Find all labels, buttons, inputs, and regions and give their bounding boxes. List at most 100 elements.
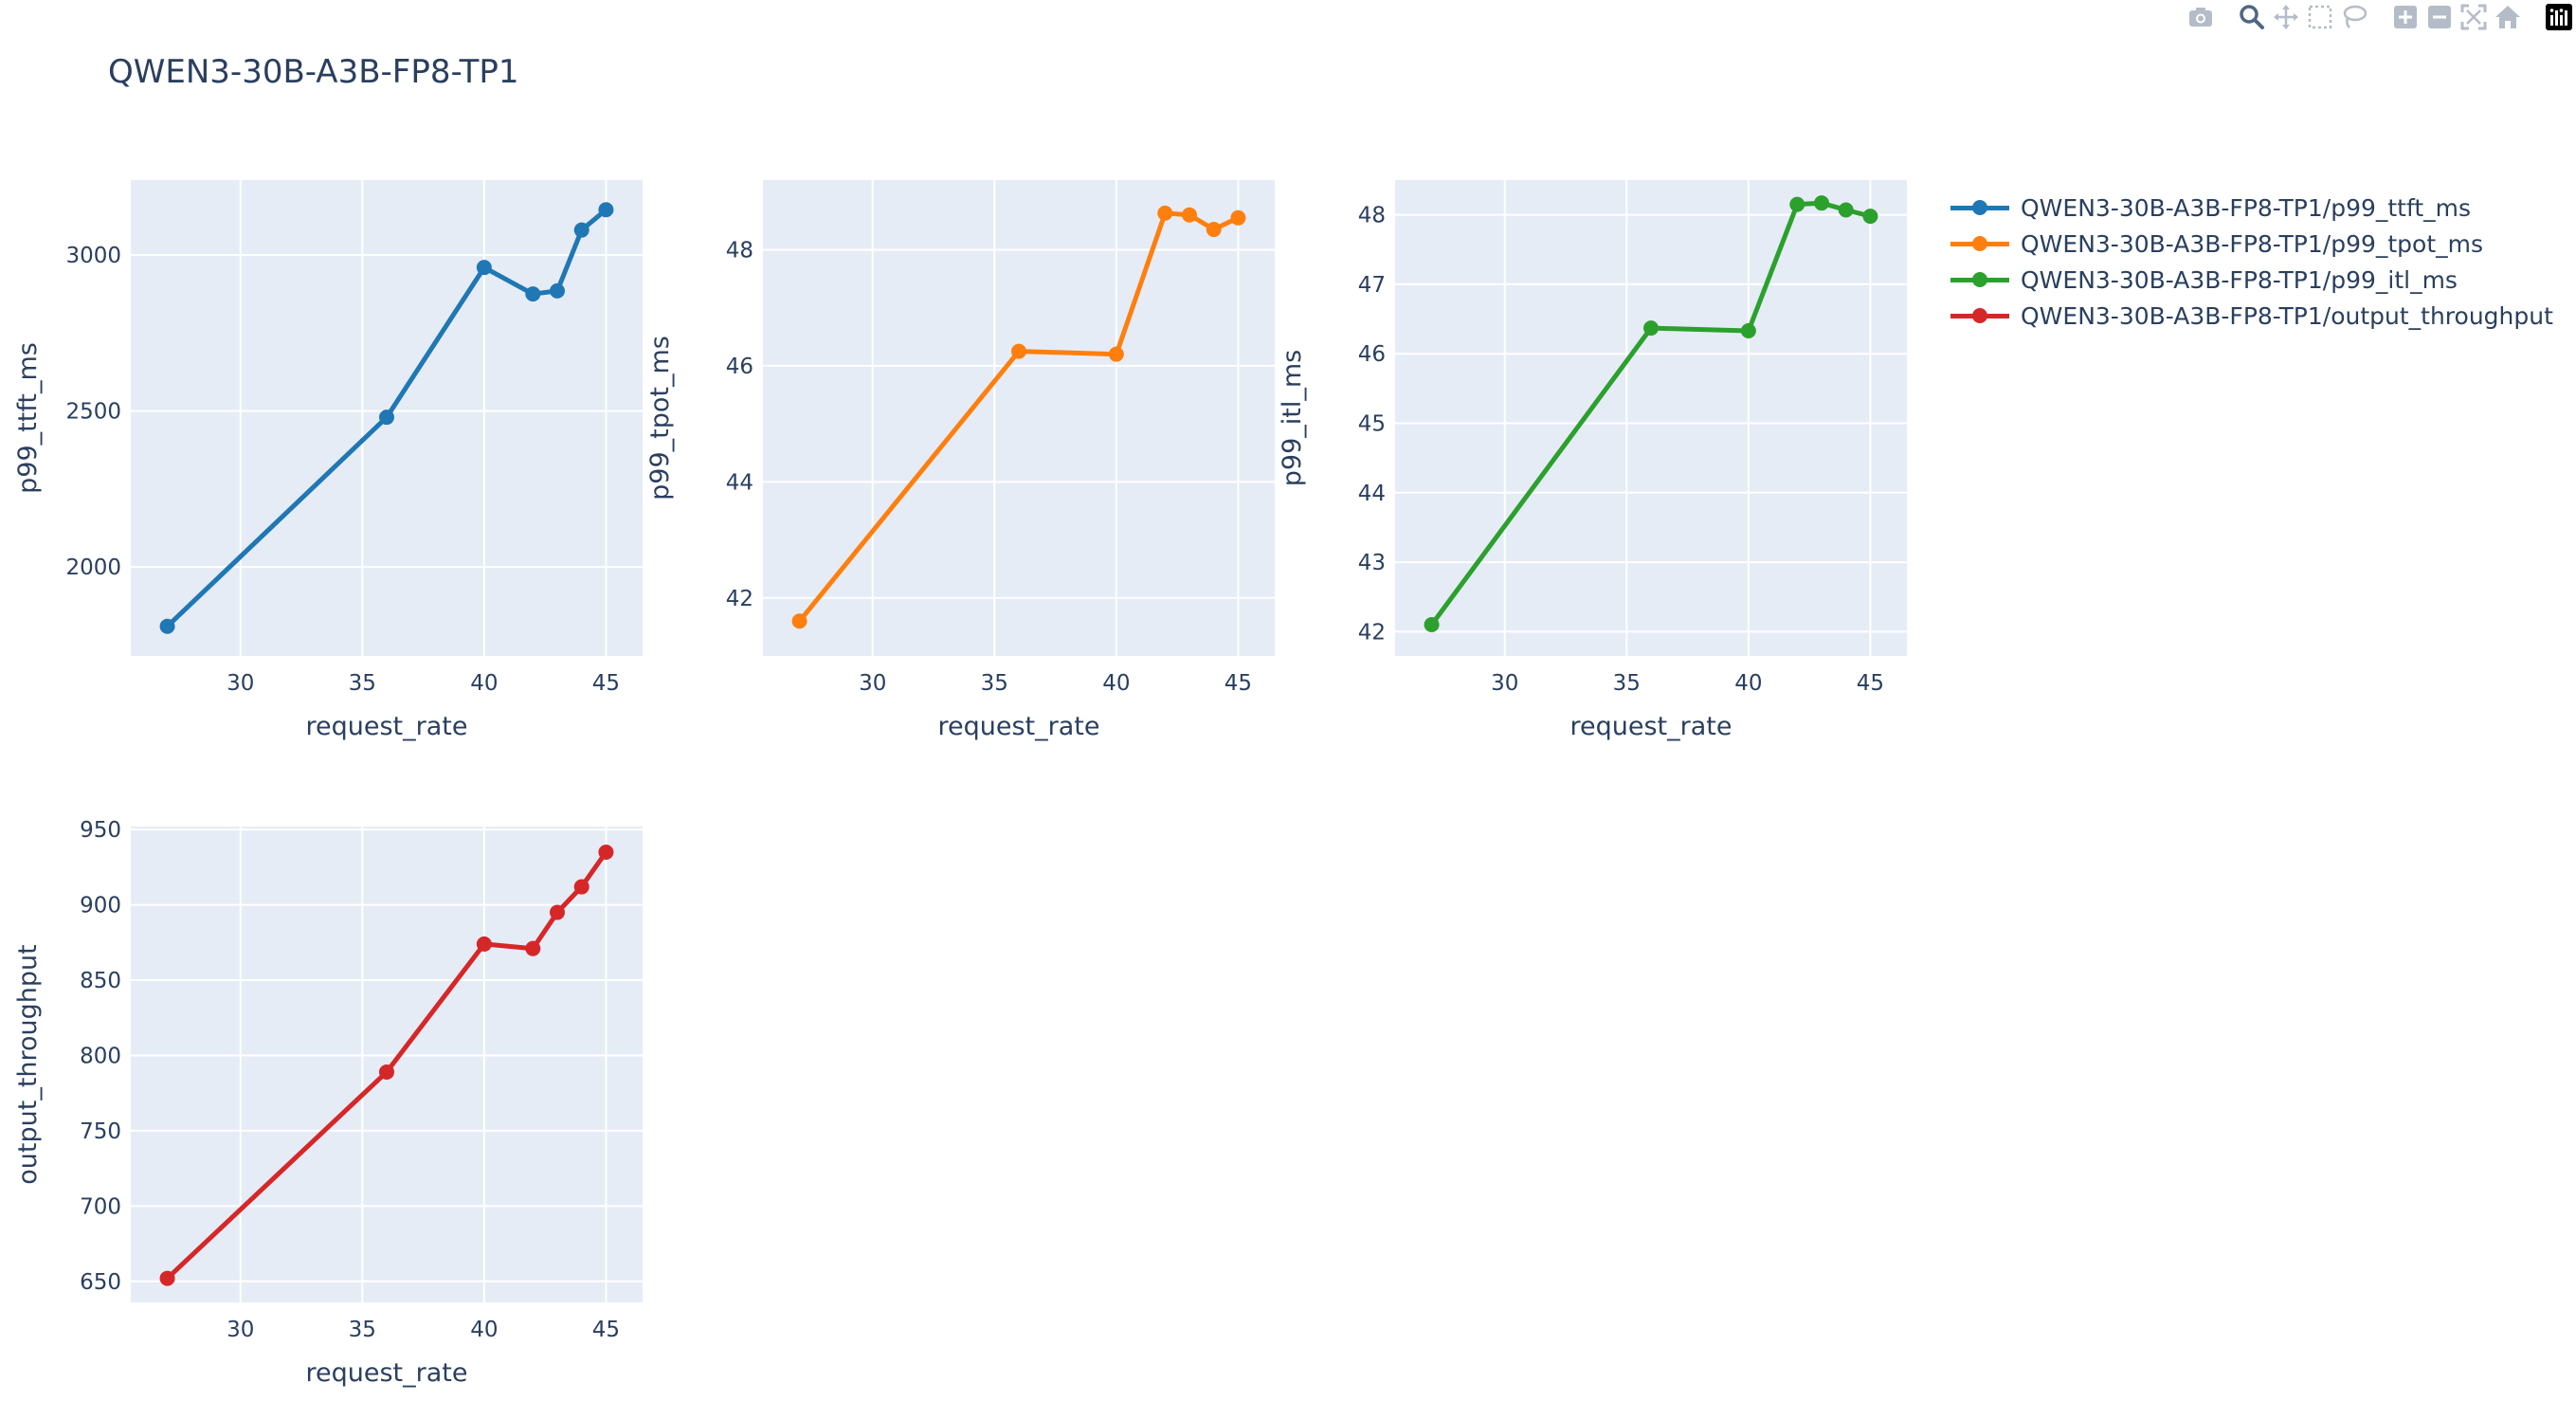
y-tick-label: 44: [1358, 482, 1386, 506]
data-point[interactable]: [573, 879, 590, 895]
data-point[interactable]: [379, 1064, 394, 1080]
data-point[interactable]: [1011, 343, 1026, 359]
data-point[interactable]: [1862, 209, 1878, 225]
data-point[interactable]: [1740, 323, 1756, 339]
y-tick-label: 42: [726, 587, 753, 611]
y-tick-label: 42: [1358, 620, 1386, 645]
y-tick-label: 2000: [65, 555, 121, 580]
data-point[interactable]: [159, 1270, 175, 1286]
data-point[interactable]: [159, 618, 175, 634]
plot-area[interactable]: [1395, 180, 1907, 656]
data-point[interactable]: [1182, 207, 1197, 223]
reset-axes-button[interactable]: [2491, 0, 2525, 34]
camera-icon: [2189, 8, 2212, 27]
zoom-in-icon: [2394, 6, 2417, 28]
x-tick-label: 30: [227, 1318, 254, 1342]
x-tick-label: 35: [349, 671, 376, 696]
camera-button[interactable]: [2184, 0, 2218, 34]
x-tick-label: 30: [227, 671, 254, 696]
x-tick-label: 45: [592, 1318, 620, 1342]
y-tick-label: 48: [1358, 204, 1386, 228]
y-axis-title: p99_itl_ms: [1278, 350, 1307, 486]
x-tick-label: 35: [981, 671, 1008, 696]
data-point[interactable]: [525, 286, 541, 302]
y-axis-title: output_throughput: [13, 944, 43, 1184]
legend-swatch: [1950, 234, 2009, 253]
data-point[interactable]: [476, 260, 492, 276]
legend-item[interactable]: QWEN3-30B-A3B-FP8-TP1/p99_itl_ms: [1950, 262, 2553, 298]
box-select-button[interactable]: [2303, 0, 2337, 34]
reset-axes-icon: [2495, 6, 2520, 28]
legend-item[interactable]: QWEN3-30B-A3B-FP8-TP1/p99_ttft_ms: [1950, 190, 2553, 226]
x-tick-label: 35: [349, 1318, 376, 1342]
x-tick-label: 35: [1613, 671, 1641, 696]
page-title: QWEN3-30B-A3B-FP8-TP1: [108, 53, 519, 91]
subplot-2: 30 35 40 45 42 44 46 48 request_rate p99_tpot_ms: [645, 180, 1275, 741]
data-point[interactable]: [1643, 320, 1659, 337]
legend-item[interactable]: QWEN3-30B-A3B-FP8-TP1/output_throughput: [1950, 298, 2553, 334]
autoscale-button[interactable]: [2457, 0, 2491, 34]
y-tick-label: 900: [80, 894, 121, 919]
plot-area[interactable]: [763, 180, 1275, 656]
legend-swatch: [1950, 270, 2009, 289]
x-axis-title: request_rate: [1570, 712, 1732, 741]
x-axis-title: request_rate: [306, 712, 468, 741]
x-tick-label: 40: [470, 1318, 498, 1342]
autoscale-icon: [2460, 4, 2487, 30]
pan-icon: [2274, 5, 2298, 29]
data-point[interactable]: [1206, 222, 1222, 238]
x-tick-label: 45: [592, 671, 620, 696]
y-tick-label: 46: [726, 355, 753, 379]
legend-label: QWEN3-30B-A3B-FP8-TP1/p99_itl_ms: [2021, 265, 2458, 294]
subplot-4: 30 35 40 45 650 700 750 800 850 900 950 request_rat…: [13, 818, 643, 1388]
y-tick-label: 3000: [65, 244, 121, 268]
data-point[interactable]: [791, 613, 807, 629]
data-point[interactable]: [1789, 196, 1805, 212]
x-tick-label: 30: [859, 671, 886, 696]
y-tick-label: 45: [1358, 411, 1386, 436]
data-point[interactable]: [525, 940, 541, 956]
legend: QWEN3-30B-A3B-FP8-TP1/p99_ttft_ms QWEN3-3…: [1950, 190, 2553, 334]
y-tick-label: 47: [1358, 273, 1386, 298]
y-axis-title: p99_ttft_ms: [13, 342, 43, 494]
x-tick-label: 30: [1491, 671, 1518, 696]
data-point[interactable]: [1814, 195, 1829, 211]
pan-button[interactable]: [2269, 0, 2303, 34]
data-point[interactable]: [598, 845, 614, 861]
zoom-button[interactable]: [2235, 0, 2269, 34]
zoom-in-button[interactable]: [2388, 0, 2422, 34]
zoom-out-icon: [2428, 6, 2451, 28]
box-select-icon: [2308, 5, 2332, 29]
x-tick-label: 40: [470, 671, 498, 696]
y-tick-label: 48: [726, 238, 753, 263]
data-point[interactable]: [1157, 205, 1173, 221]
legend-label: QWEN3-30B-A3B-FP8-TP1/p99_ttft_ms: [2021, 193, 2472, 222]
data-point[interactable]: [1230, 209, 1246, 226]
data-point[interactable]: [1424, 617, 1440, 633]
y-tick-label: 44: [726, 470, 753, 495]
legend-item[interactable]: QWEN3-30B-A3B-FP8-TP1/p99_tpot_ms: [1950, 226, 2553, 262]
data-point[interactable]: [573, 222, 590, 238]
legend-label: QWEN3-30B-A3B-FP8-TP1/output_throughput: [2021, 301, 2553, 330]
data-point[interactable]: [1838, 202, 1854, 218]
data-point[interactable]: [598, 202, 614, 218]
data-point[interactable]: [379, 409, 394, 426]
subplot-3: 30 35 40 45 42 43 44 45 46 47 48 request_rate p99_it…: [1278, 180, 1907, 741]
y-tick-label: 46: [1358, 342, 1386, 367]
x-axis-title: request_rate: [938, 712, 1100, 741]
y-tick-label: 850: [80, 969, 121, 993]
y-tick-label: 700: [80, 1194, 121, 1219]
y-tick-label: 650: [80, 1270, 121, 1295]
y-tick-label: 2500: [65, 400, 121, 425]
data-point[interactable]: [550, 282, 565, 299]
y-tick-label: 950: [80, 818, 121, 843]
data-point[interactable]: [550, 904, 565, 920]
x-tick-label: 40: [1102, 671, 1130, 696]
legend-label: QWEN3-30B-A3B-FP8-TP1/p99_tpot_ms: [2021, 229, 2484, 258]
plotly-logo-button[interactable]: [2542, 0, 2576, 34]
lasso-select-button[interactable]: [2337, 0, 2371, 34]
data-point[interactable]: [476, 936, 492, 952]
zoom-out-button[interactable]: [2422, 0, 2457, 34]
data-point[interactable]: [1108, 346, 1124, 362]
